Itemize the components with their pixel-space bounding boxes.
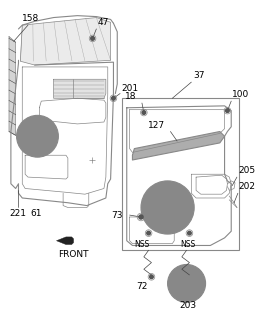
Circle shape [91, 36, 94, 40]
Circle shape [141, 181, 194, 234]
Text: 18: 18 [125, 92, 136, 101]
Text: 61: 61 [30, 209, 41, 218]
Text: 127: 127 [148, 121, 165, 130]
Circle shape [112, 96, 115, 100]
Text: 201: 201 [121, 84, 138, 92]
Circle shape [17, 116, 58, 157]
Text: 203: 203 [179, 300, 196, 309]
Circle shape [142, 111, 146, 114]
Text: 100: 100 [232, 90, 249, 99]
Polygon shape [132, 132, 224, 160]
Text: FRONT: FRONT [58, 250, 89, 259]
Text: 47: 47 [97, 18, 109, 27]
Text: 37: 37 [193, 71, 205, 80]
Text: 221: 221 [9, 209, 26, 218]
Polygon shape [9, 36, 16, 135]
Circle shape [150, 275, 153, 279]
Polygon shape [57, 237, 74, 244]
Circle shape [168, 264, 206, 302]
Circle shape [147, 231, 150, 235]
Text: 158: 158 [22, 14, 39, 23]
Polygon shape [20, 18, 111, 65]
Bar [122, 98, 239, 250]
Text: 205: 205 [238, 166, 255, 175]
Polygon shape [54, 79, 106, 98]
Text: NSS: NSS [134, 240, 150, 249]
Text: 73: 73 [111, 211, 123, 220]
Circle shape [139, 215, 143, 219]
Circle shape [188, 231, 191, 235]
Circle shape [225, 109, 229, 112]
Text: NSS: NSS [180, 240, 195, 249]
Text: 72: 72 [136, 282, 148, 291]
Text: 202: 202 [239, 182, 256, 191]
